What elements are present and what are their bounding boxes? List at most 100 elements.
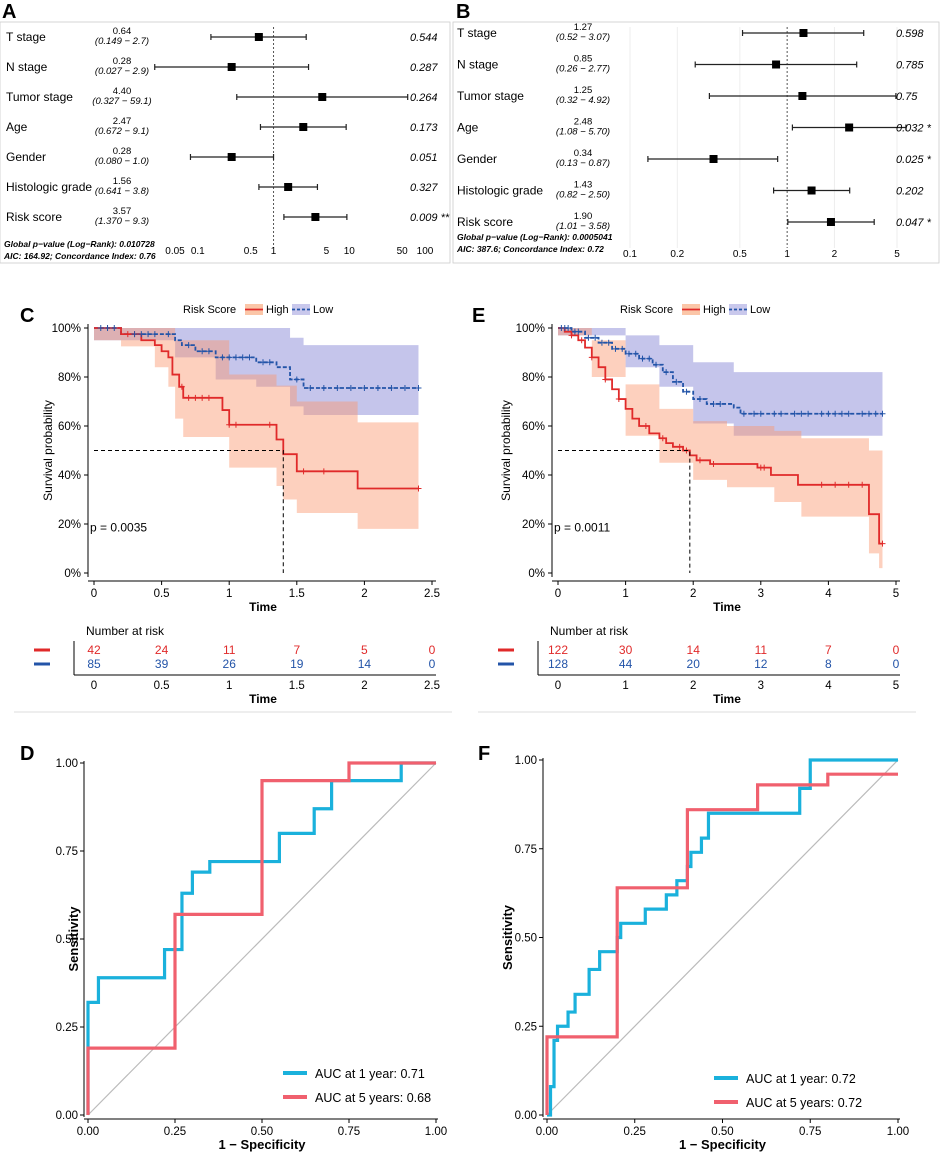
low-censor-mark: [632, 350, 639, 357]
low-censor-mark: [778, 410, 785, 417]
high-ci-band: [94, 328, 419, 529]
risk-low-count: 14: [358, 657, 372, 671]
legend-label: AUC at 1 year: 0.72: [746, 1072, 856, 1086]
high-censor-mark: [761, 464, 768, 471]
x-tick-label: 5: [893, 588, 899, 600]
forest-plot-a: T stage 0.64(0.149 − 2.7) 0.544 N stage 0.28…: [0, 21, 451, 264]
risk-x-tick-label: 1.5: [289, 680, 305, 692]
hazard-ratio-label: 3.57: [113, 206, 132, 217]
legend: Risk Score High Low: [183, 304, 333, 316]
row-label: Tumor stage: [457, 89, 524, 103]
x-tick-label: 0.05: [165, 246, 185, 257]
high-censor-mark: [578, 337, 585, 344]
low-censor-mark: [199, 348, 206, 355]
risk-high-count: 14: [687, 643, 701, 657]
high-censor-mark: [320, 468, 327, 475]
hazard-ratio-label: 1.25: [574, 85, 593, 96]
ci-label: (1.01 − 3.58): [556, 221, 610, 232]
x-tick-label: 1.00: [425, 1126, 447, 1138]
risk-x-tick-label: 5: [893, 680, 899, 692]
p-value-label: 0.047 *: [896, 217, 932, 229]
x-tick-label: 0.1: [191, 246, 205, 257]
row-label: Risk score: [457, 215, 513, 229]
panel-letter-f: F: [478, 743, 490, 765]
x-tick-label: 0.5: [154, 588, 170, 600]
low-censor-mark: [646, 355, 653, 362]
high-censor-mark: [415, 485, 422, 492]
low-censor-mark: [612, 345, 619, 352]
estimate-marker: [772, 60, 781, 69]
legend-low-label: Low: [750, 304, 770, 316]
legend-low-label: Low: [313, 304, 333, 316]
y-axis-title: Survival probability: [499, 400, 513, 501]
low-censor-mark: [625, 350, 632, 357]
low-censor-mark: [575, 328, 582, 335]
risk-high-count: 0: [429, 643, 436, 657]
diagonal-reference: [546, 759, 899, 1116]
low-censor-mark: [771, 410, 778, 417]
p-value-label: 0.264: [410, 92, 438, 104]
low-censor-mark: [879, 410, 886, 417]
ci-label: (0.327 − 59.1): [92, 96, 151, 107]
diagonal-reference: [87, 762, 437, 1116]
risk-table-title: Number at risk: [86, 624, 165, 638]
y-tick-label: 20%: [522, 519, 545, 531]
low-censor-mark: [347, 385, 354, 392]
low-censor-mark: [865, 410, 872, 417]
risk-low-count: 26: [223, 657, 237, 671]
high-censor-mark: [696, 457, 703, 464]
panel-letter-c: C: [20, 305, 34, 327]
y-tick-label: 40%: [522, 470, 545, 482]
legend-label: AUC at 1 year: 0.71: [315, 1067, 425, 1081]
low-censor-mark: [598, 339, 605, 346]
x-axis-title: 1 − Specificity: [679, 1137, 767, 1152]
forest-plot-b: T stage 1.27(0.52 − 3.07) 0.598 N stage 0.85…: [452, 21, 940, 264]
low-censor-mark: [696, 396, 703, 403]
ci-label: (1.370 − 9.3): [95, 216, 149, 227]
estimate-marker: [798, 92, 807, 100]
low-censor-mark: [639, 355, 646, 362]
legend: Risk Score High Low: [620, 304, 770, 316]
ci-label: (0.52 − 3.07): [556, 32, 610, 43]
risk-low-count: 44: [619, 657, 633, 671]
risk-x-tick-label: 0.5: [154, 680, 170, 692]
low-censor-mark: [239, 354, 246, 361]
risk-low-count: 12: [754, 657, 768, 671]
y-tick-label: 60%: [58, 421, 81, 433]
y-tick-label: 0.75: [56, 846, 78, 858]
risk-low-count: 8: [825, 657, 832, 671]
low-censor-mark: [592, 334, 599, 341]
low-censor-mark: [710, 400, 717, 407]
ci-label: (0.672 − 9.1): [95, 126, 149, 137]
low-censor-mark: [791, 410, 798, 417]
x-tick-label: 1: [271, 246, 277, 257]
low-censor-mark: [751, 410, 758, 417]
low-censor-mark: [232, 354, 239, 361]
low-censor-mark: [260, 359, 266, 366]
hazard-ratio-label: 0.64: [113, 26, 132, 37]
roc-curve: [547, 758, 898, 1117]
roc-plot-d: 0.00 0.25 0.50 0.75 1.00 0.00 0.25 0.50 0.75 1.00…: [56, 758, 448, 1152]
high-censor-mark: [300, 468, 307, 475]
panel-letter-a: A: [2, 1, 16, 23]
risk-x-tick-label: 2: [690, 680, 696, 692]
x-tick-label: 0.1: [623, 249, 637, 260]
panel-frame: [0, 21, 451, 264]
risk-x-tick-label: 2.5: [424, 680, 440, 692]
estimate-marker: [254, 33, 263, 41]
high-censor-mark: [266, 421, 273, 428]
hazard-ratio-label: 0.34: [574, 148, 593, 159]
ci-label: (1.08 − 5.70): [556, 127, 610, 138]
low-censor-mark: [818, 410, 825, 417]
roc-curve: [86, 761, 436, 1115]
legend-title: Risk Score: [620, 304, 673, 316]
low-censor-mark: [740, 410, 747, 417]
p-value-label: 0.598: [896, 28, 924, 40]
p-value-label: 0.051: [410, 152, 438, 164]
low-censor-mark: [334, 385, 341, 392]
hazard-ratio-label: 1.56: [113, 176, 132, 187]
risk-low-count: 85: [87, 657, 101, 671]
risk-high-count: 7: [293, 643, 300, 657]
high-censor-mark: [818, 481, 825, 488]
high-censor-mark: [832, 481, 839, 488]
